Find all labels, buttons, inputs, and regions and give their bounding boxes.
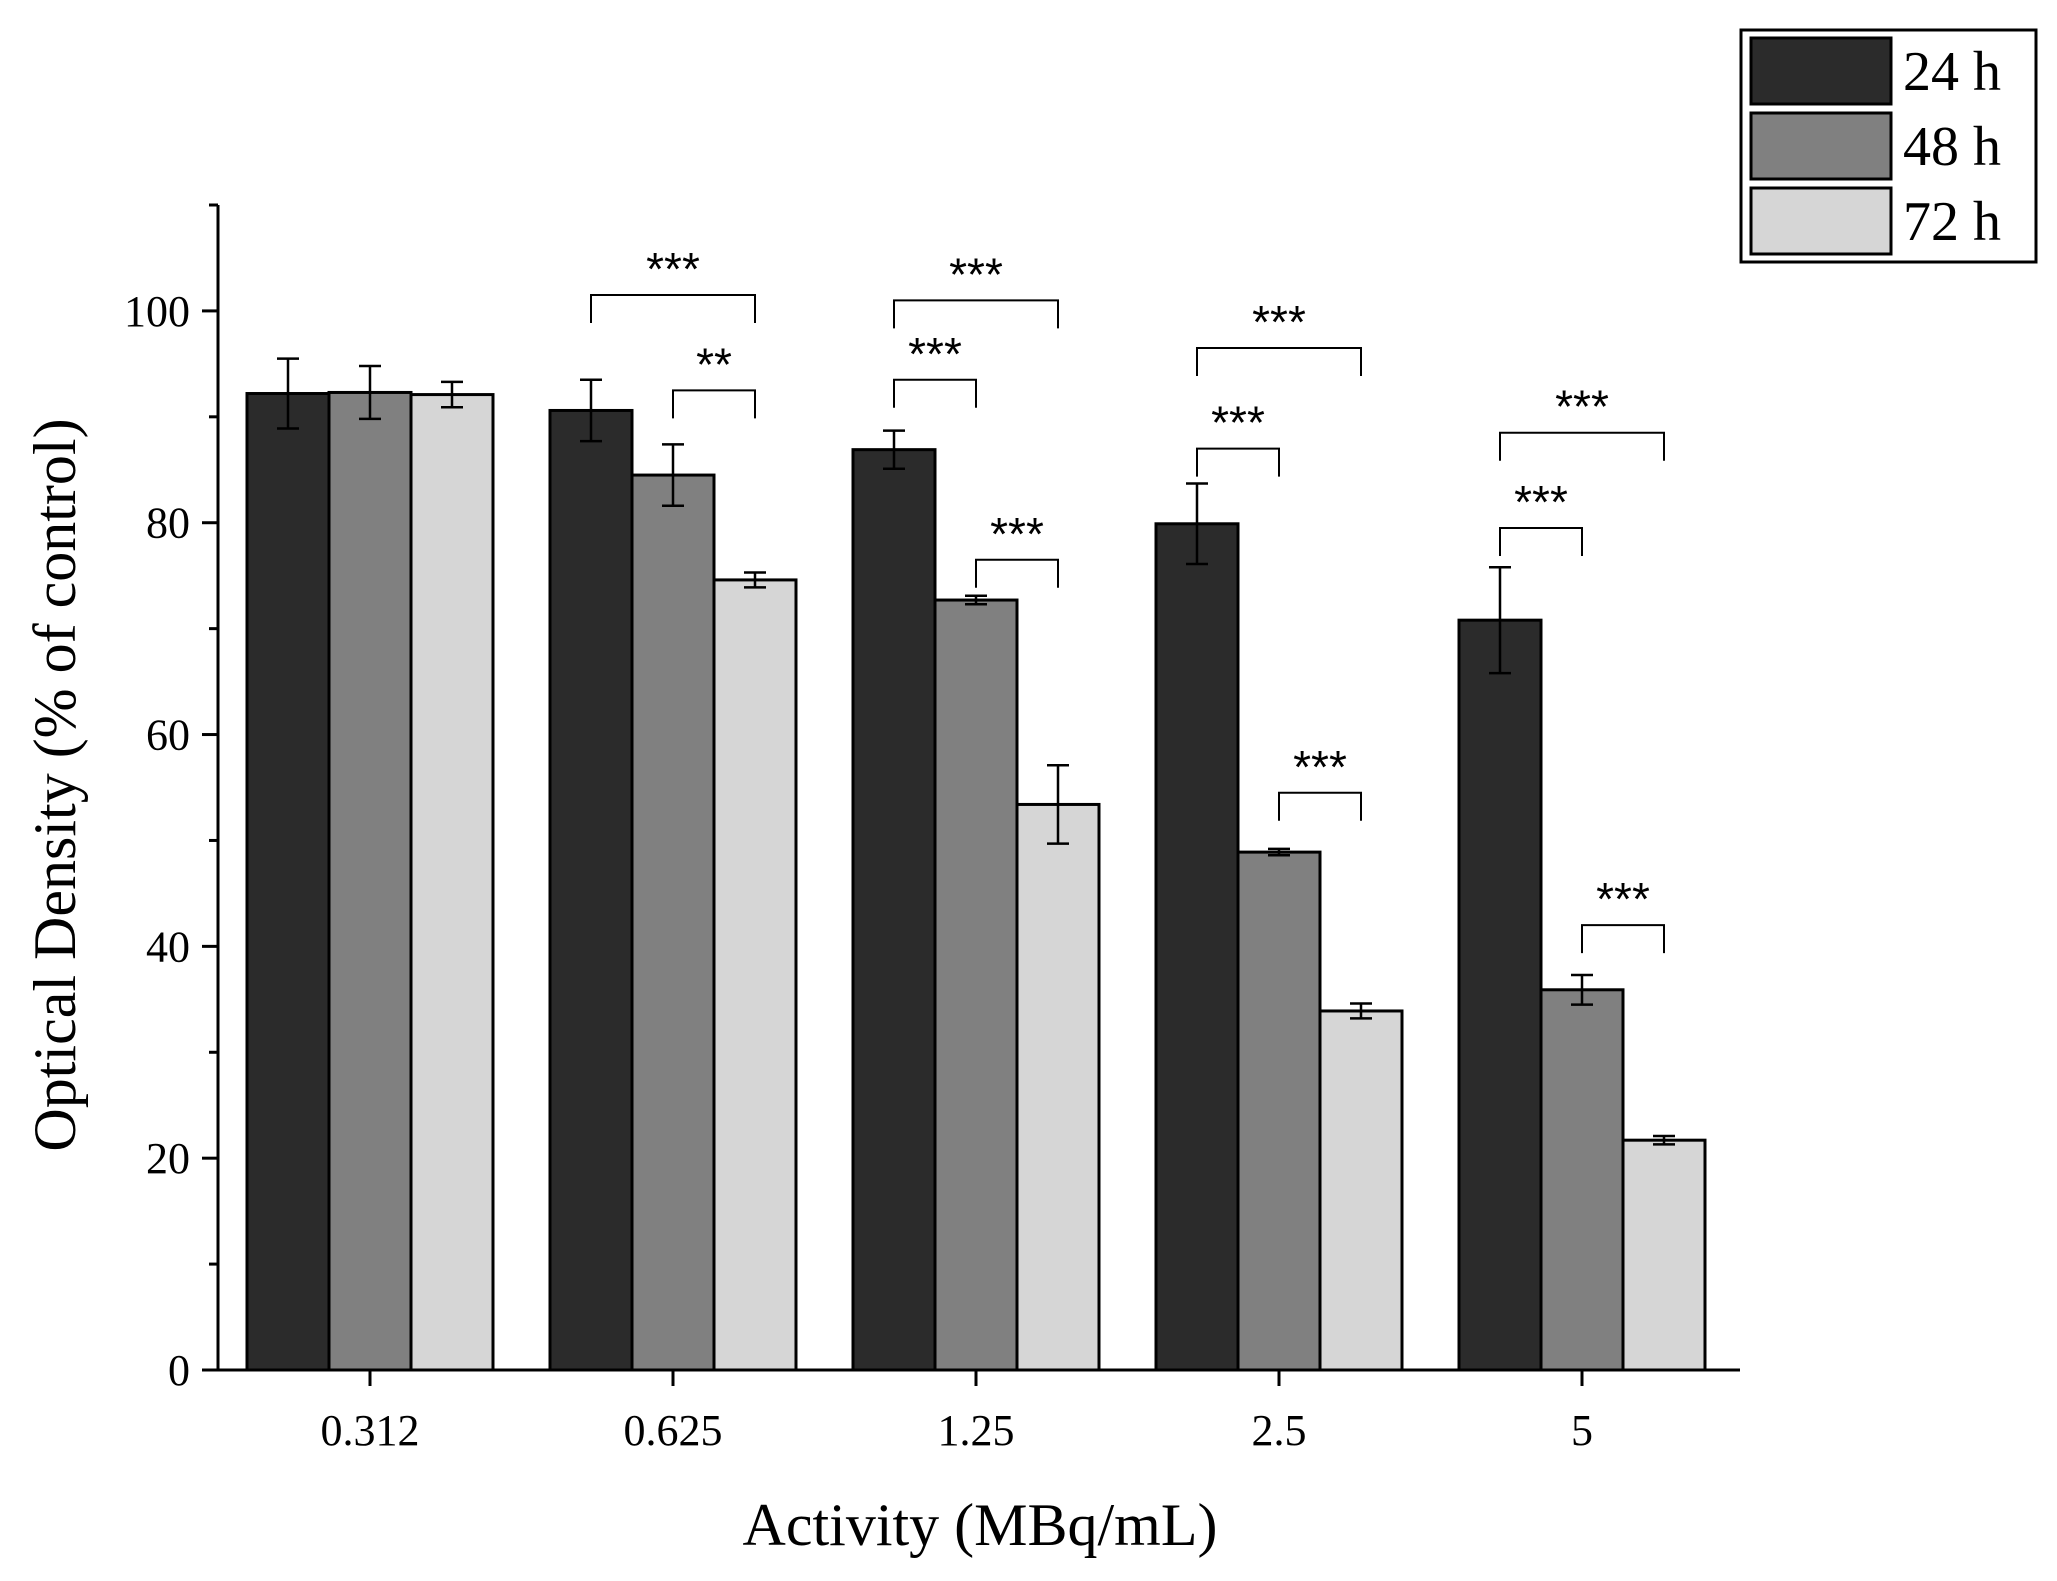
significance-label: ***: [1252, 296, 1306, 348]
x-axis-title: Activity (MBq/mL): [743, 1492, 1218, 1558]
bar: [1621, 1138, 1707, 1372]
bar: [933, 598, 1019, 1372]
bar: [245, 392, 331, 1372]
significance-label: ***: [1555, 381, 1609, 433]
significance-bracket: [1581, 924, 1665, 954]
axes-layer: 0 20 40 60 80 100 0.312 0.625 1.25 2.5 5: [124, 203, 1740, 1455]
bar: [327, 390, 413, 1372]
significance-label: ***: [1211, 397, 1265, 449]
significance-layer: ********************************: [590, 243, 1665, 954]
y-tick-label: 0: [168, 1346, 190, 1395]
x-tick-label: 2.5: [1252, 1406, 1307, 1455]
bar: [409, 393, 495, 1372]
significance-bracket: [672, 389, 756, 419]
significance-bracket: [1196, 447, 1280, 477]
significance-bracket: [1499, 527, 1583, 557]
bar: [630, 473, 716, 1372]
legend-label: 24 h: [1903, 41, 2001, 103]
bar: [712, 578, 798, 1372]
y-tick-label: 60: [146, 711, 190, 760]
significance-label: ***: [646, 243, 700, 295]
bar: [1539, 988, 1625, 1372]
legend-label: 48 h: [1903, 116, 2001, 178]
x-tick-label: 5: [1571, 1406, 1593, 1455]
y-tick-label: 40: [146, 922, 190, 971]
bars-layer: [245, 390, 1707, 1372]
significance-bracket: [1278, 791, 1362, 821]
legend: 24 h 48 h 72 h: [1739, 28, 2038, 264]
significance-bracket: [590, 294, 756, 324]
significance-label: ***: [908, 328, 962, 380]
bar: [1154, 522, 1240, 1372]
significance-label: ***: [990, 508, 1044, 560]
legend-label: 72 h: [1903, 191, 2001, 253]
error-bars-layer: [277, 357, 1675, 1146]
significance-bracket: [893, 299, 1059, 329]
significance-label: ***: [1293, 741, 1347, 793]
significance-bracket: [975, 558, 1059, 588]
significance-bracket: [1196, 346, 1362, 376]
legend-swatch: [1749, 36, 1893, 106]
bar: [1015, 802, 1101, 1372]
legend-swatch: [1749, 186, 1893, 256]
significance-label: **: [696, 338, 732, 390]
x-tick-label: 1.25: [938, 1406, 1015, 1455]
bar: [1318, 1009, 1404, 1372]
y-tick-label: 20: [146, 1134, 190, 1183]
significance-bracket: [1499, 431, 1665, 461]
significance-label: ***: [1514, 476, 1568, 528]
y-tick-label: 100: [124, 287, 190, 336]
bar: [851, 448, 937, 1372]
significance-label: ***: [1596, 873, 1650, 925]
bar: [1236, 850, 1322, 1372]
legend-swatch: [1749, 111, 1893, 181]
bar: [1457, 618, 1543, 1372]
y-axis-title: Optical Density (% of control): [22, 418, 88, 1151]
significance-bracket: [893, 378, 977, 408]
significance-label: ***: [949, 248, 1003, 300]
bar: [548, 408, 634, 1372]
x-tick-label: 0.625: [624, 1406, 723, 1455]
x-tick-label: 0.312: [321, 1406, 420, 1455]
y-tick-label: 80: [146, 499, 190, 548]
